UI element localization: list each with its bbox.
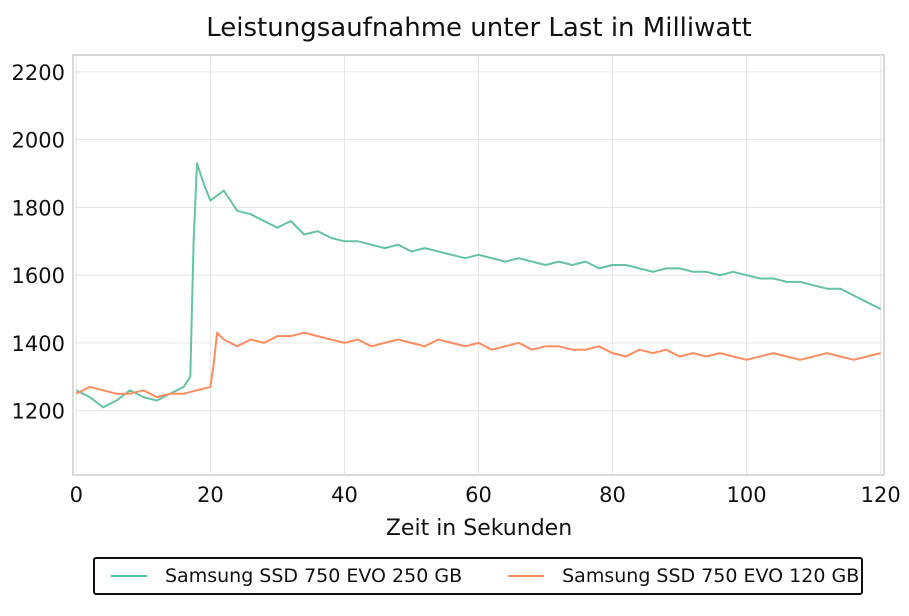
legend-entry-120gb: Samsung SSD 750 EVO 120 GB bbox=[492, 565, 859, 587]
y-tick-label: 2200 bbox=[12, 61, 65, 85]
series-lines bbox=[75, 162, 882, 409]
legend-swatch-250gb bbox=[111, 575, 147, 577]
x-tick-label: 100 bbox=[727, 483, 767, 507]
x-tick-label: 120 bbox=[861, 483, 901, 507]
legend-label-120gb: Samsung SSD 750 EVO 120 GB bbox=[562, 565, 860, 587]
legend-swatch-120gb bbox=[508, 575, 545, 577]
x-axis-ticks: 0 20 40 60 80 100 120 bbox=[70, 483, 901, 507]
y-tick-label: 1200 bbox=[12, 400, 65, 424]
chart-title: Leistungsaufnahme unter Last in Milliwat… bbox=[206, 13, 751, 43]
x-tick-label: 40 bbox=[331, 483, 358, 507]
y-axis-ticks: 1200 1400 1600 1800 2000 2200 bbox=[12, 61, 65, 424]
x-tick-label: 20 bbox=[197, 483, 224, 507]
series-line-0 bbox=[75, 162, 882, 409]
legend: Samsung SSD 750 EVO 250 GB Samsung SSD 7… bbox=[93, 557, 863, 595]
legend-entry-250gb: Samsung SSD 750 EVO 250 GB bbox=[95, 565, 462, 587]
x-tick-label: 0 bbox=[70, 483, 83, 507]
x-tick-label: 80 bbox=[599, 483, 626, 507]
x-tick-label: 60 bbox=[465, 483, 492, 507]
y-tick-label: 1800 bbox=[12, 196, 65, 220]
y-tick-label: 2000 bbox=[12, 129, 65, 153]
y-tick-label: 1400 bbox=[12, 332, 65, 356]
series-line-1 bbox=[75, 331, 881, 399]
x-axis-label: Zeit in Sekunden bbox=[386, 516, 572, 541]
legend-label-250gb: Samsung SSD 750 EVO 250 GB bbox=[165, 565, 463, 587]
y-tick-label: 1600 bbox=[12, 264, 65, 288]
